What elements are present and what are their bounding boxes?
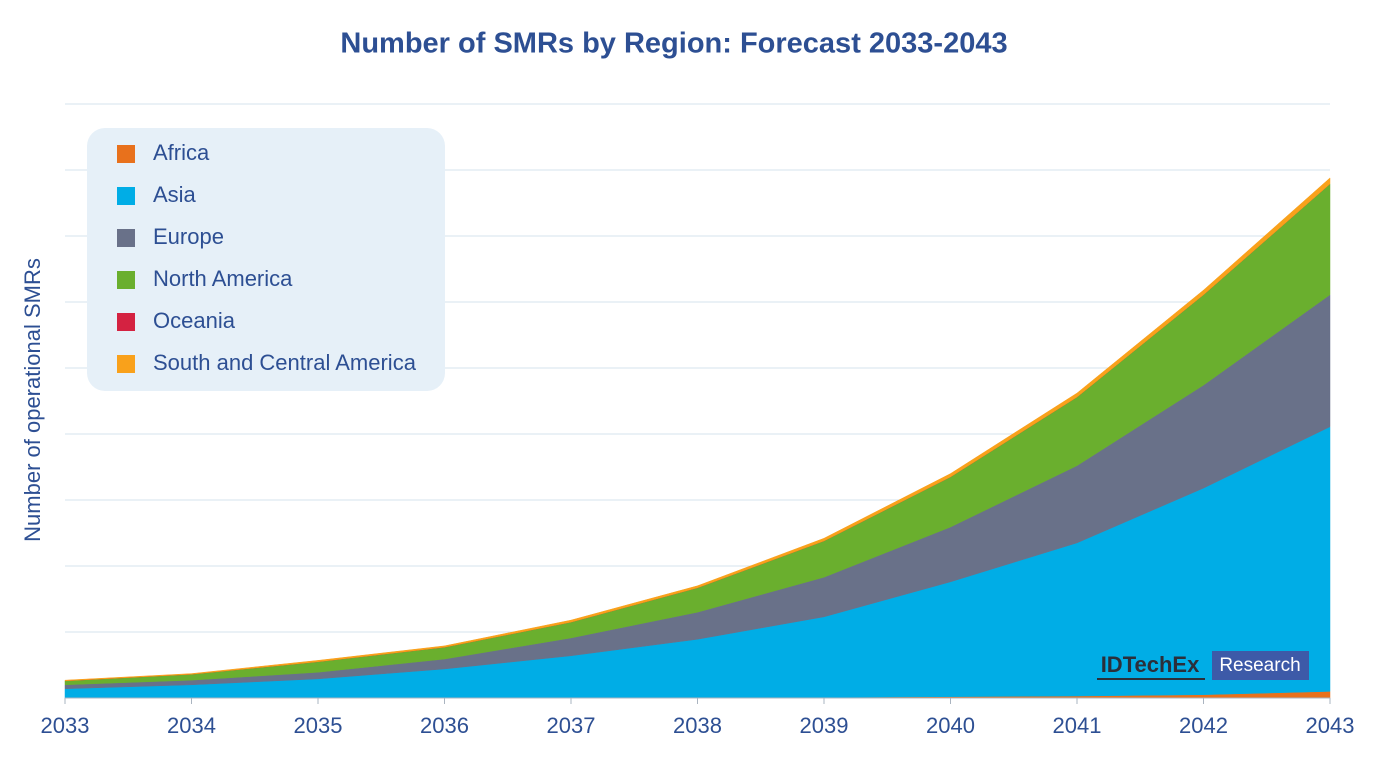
watermark-brand: IDTechEx [1101,652,1200,677]
legend-label: Africa [153,140,210,165]
y-axis-label: Number of operational SMRs [20,258,45,542]
x-tick-label: 2033 [41,713,90,738]
watermark-label: Research [1219,655,1300,676]
legend-label: Asia [153,182,197,207]
legend-swatch [117,355,135,373]
chart-title: Number of SMRs by Region: Forecast 2033-… [340,28,1007,60]
x-tick-label: 2037 [547,713,596,738]
legend-swatch [117,313,135,331]
area [64,177,1331,682]
legend-swatch [117,187,135,205]
legend-label: Europe [153,224,224,249]
x-tick-label: 2036 [420,713,469,738]
x-tick-label: 2038 [673,713,722,738]
legend-swatch [117,229,135,247]
x-tick-label: 2035 [294,713,343,738]
watermark-badge [1212,651,1309,680]
x-tick-label: 2042 [1179,713,1228,738]
legend-swatch [117,271,135,289]
x-tick-label: 2043 [1306,713,1355,738]
legend-label: Oceania [153,308,236,333]
legend-label: South and Central America [153,350,417,375]
watermark: IDTechEx Research [1097,651,1309,680]
x-tick-label: 2034 [167,713,216,738]
x-tick-label: 2041 [1053,713,1102,738]
legend-swatch [117,145,135,163]
legend-label: North America [153,266,293,291]
x-tick-label: 2039 [800,713,849,738]
x-tick-label: 2040 [926,713,975,738]
legend: Africa Asia Europe North America Oceania Sout… [87,128,445,391]
legend-box [87,128,445,391]
